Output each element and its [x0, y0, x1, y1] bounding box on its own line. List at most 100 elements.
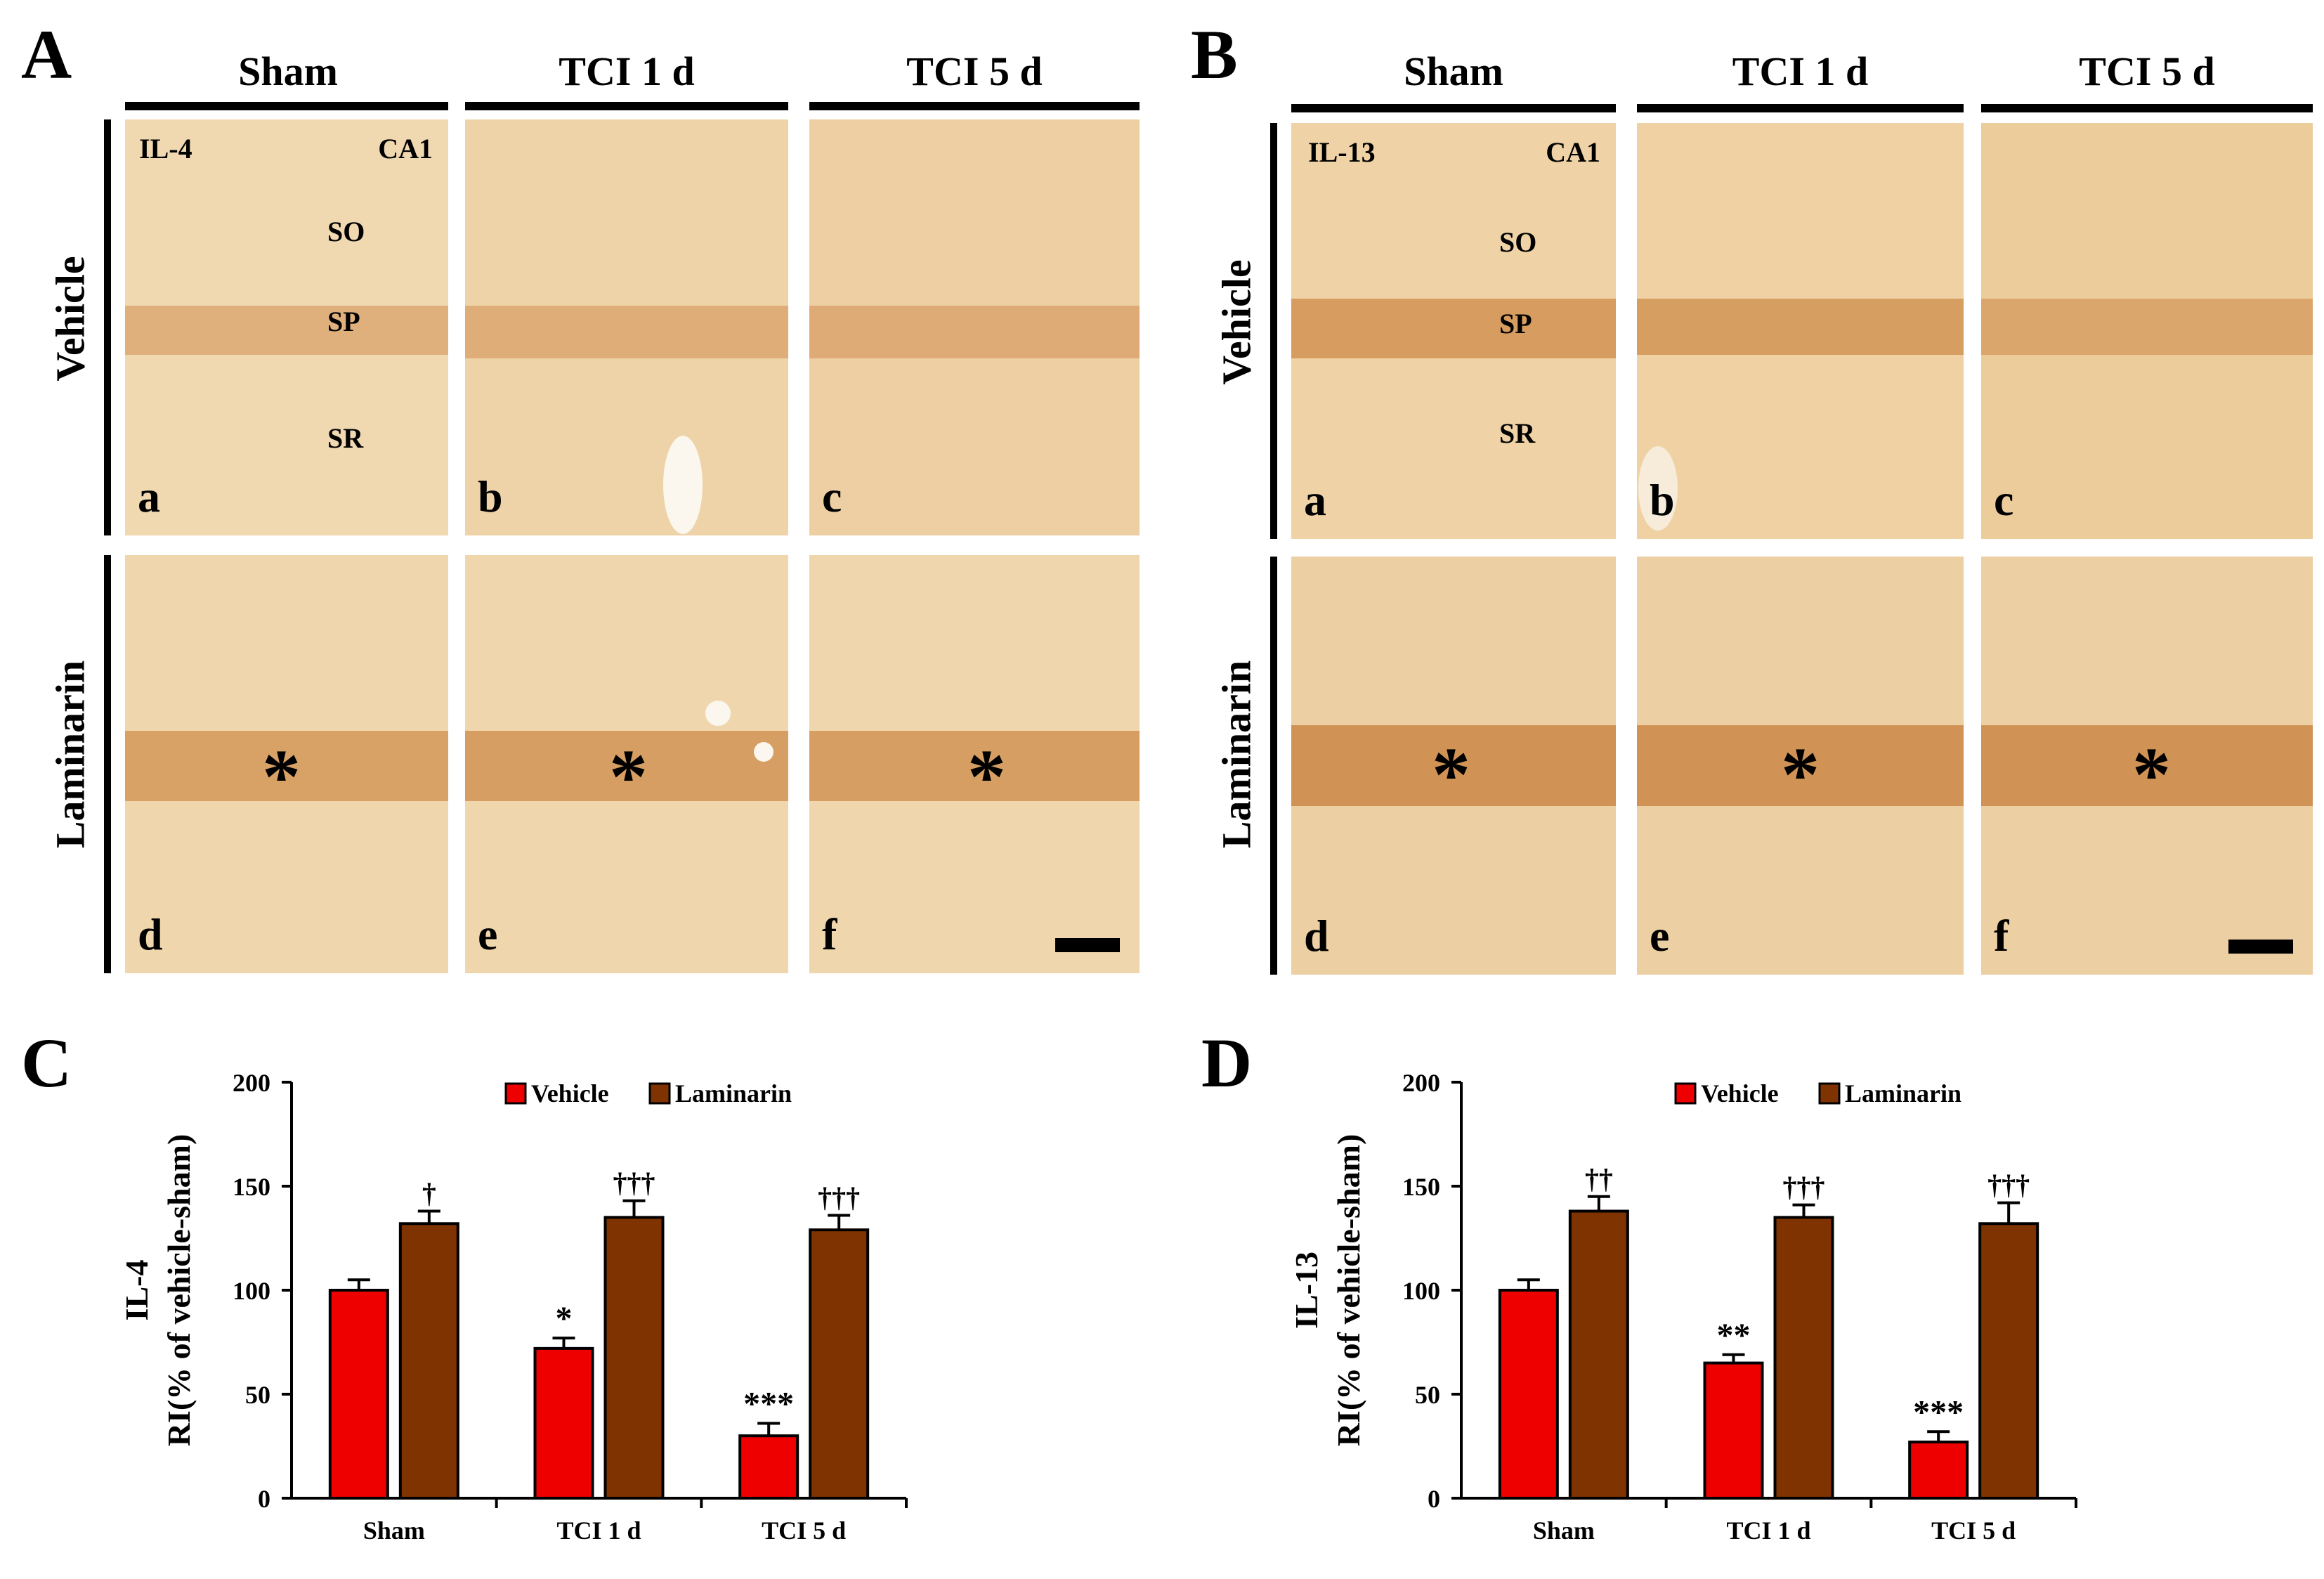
legend-swatch-vehicle	[1674, 1082, 1697, 1105]
legend-label-laminarin: Laminarin	[1845, 1079, 1961, 1107]
marker-label: IL-4	[139, 133, 192, 164]
layer-label-sr: SR	[1499, 417, 1536, 449]
x-tick-label: Sham	[1533, 1516, 1595, 1545]
column-header-tci-1d: TCI 1 d	[1732, 48, 1869, 94]
layer-label-sp: SP	[327, 306, 360, 337]
micrograph-b-vehicle-tci1d: b	[1637, 123, 1964, 539]
column-underline	[465, 102, 788, 110]
micrograph-a-laminarin-tci5d: * f	[809, 555, 1140, 973]
y-axis-title: RI(% of vehicle-sham)	[1331, 1134, 1366, 1447]
bar-chart-il13: IL-13 RI(% of vehicle-sham) 0 50 100 150 200 Sh…	[1288, 1069, 2077, 1545]
bar-laminarin-tci-1-d	[603, 1216, 665, 1500]
y-tick-label: 0	[258, 1485, 270, 1513]
y-axis-title: RI(% of vehicle-sham)	[161, 1134, 197, 1447]
tile-letter: b	[478, 472, 503, 521]
asterisk-marker: *	[609, 734, 648, 819]
layer-label-sr: SR	[327, 422, 364, 454]
column-header-tci-1d: TCI 1 d	[559, 48, 695, 94]
micrograph-a-laminarin-tci1d: * e	[465, 555, 788, 973]
y-axis-title-marker: IL-4	[119, 1260, 155, 1321]
legend-swatch-laminarin	[1818, 1082, 1841, 1105]
panel-label-c: C	[21, 1024, 72, 1102]
micrograph-b-vehicle-tci5d: c	[1981, 123, 2313, 539]
y-tick-label: 200	[1402, 1069, 1440, 1097]
column-header-tci-5d: TCI 5 d	[906, 48, 1043, 94]
y-tick-label: 100	[1402, 1277, 1440, 1305]
column-underline	[1637, 104, 1964, 112]
row-label-vehicle: Vehicle	[47, 256, 93, 382]
x-tick-label: TCI 5 d	[1931, 1516, 2016, 1545]
micrograph-a-vehicle-tci1d: b	[465, 119, 788, 535]
column-header-tci-5d: TCI 5 d	[2079, 48, 2215, 94]
tile-letter: f	[1994, 911, 2009, 961]
column-underline	[1291, 104, 1616, 112]
significance-vs-sham: *	[556, 1300, 573, 1337]
marker-label: IL-13	[1308, 136, 1376, 168]
micrograph-a-vehicle-tci5d: c	[809, 119, 1140, 535]
micrograph-a-vehicle-sham: IL-4 CA1 SO SP SR a	[125, 119, 448, 535]
legend-swatch-laminarin	[648, 1082, 671, 1105]
bar-laminarin-tci-1-d	[1773, 1216, 1834, 1500]
x-tick-label: TCI 1 d	[1726, 1516, 1810, 1545]
x-tick-label: TCI 5 d	[762, 1516, 846, 1545]
legend-swatch-vehicle	[504, 1082, 527, 1105]
tile-letter: e	[1650, 911, 1670, 961]
row-bar-laminarin	[1270, 557, 1277, 975]
micrograph-a-laminarin-sham: * d	[125, 555, 448, 973]
micrograph-b-laminarin-tci5d: * f	[1981, 557, 2313, 975]
column-underline	[125, 102, 448, 110]
tile-letter: a	[138, 472, 160, 521]
row-bar-laminarin	[104, 555, 111, 973]
legend-label-vehicle: Vehicle	[1701, 1079, 1779, 1107]
tile-letter: e	[478, 909, 498, 959]
column-underline	[809, 102, 1140, 110]
layer-label-so: SO	[1499, 226, 1537, 258]
bar-vehicle-sham	[328, 1289, 389, 1500]
column-underline	[1981, 104, 2313, 112]
row-label-laminarin: Laminarin	[1213, 660, 1260, 849]
y-tick-label: 50	[1415, 1381, 1440, 1409]
significance-vs-sham: ***	[1913, 1393, 1964, 1431]
scale-bar	[2228, 940, 2293, 954]
panel-label-b: B	[1191, 15, 1238, 93]
significance-vs-vehicle: †††	[818, 1181, 860, 1213]
bar-chart-il4: IL-4 RI(% of vehicle-sham) 0 50 100 150 200 Sha…	[119, 1069, 908, 1545]
bar-vehicle-sham	[1498, 1289, 1559, 1500]
column-header-sham: Sham	[1404, 48, 1503, 94]
region-label: CA1	[1546, 136, 1600, 168]
significance-vs-vehicle: †	[422, 1178, 436, 1209]
significance-vs-sham: **	[1717, 1317, 1751, 1354]
micrograph-b-vehicle-sham: IL-13 CA1 SO SP SR a	[1291, 123, 1616, 539]
bar-vehicle-tci-1-d	[533, 1346, 594, 1500]
significance-vs-vehicle: †††	[1987, 1169, 2030, 1201]
legend-label-vehicle: Vehicle	[531, 1079, 609, 1107]
tile-letter: c	[822, 472, 842, 521]
panel-label-a: A	[21, 15, 72, 93]
y-axis-title-marker: IL-13	[1288, 1252, 1324, 1329]
asterisk-marker: *	[2132, 732, 2171, 817]
scale-bar	[1055, 938, 1120, 952]
row-label-vehicle: Vehicle	[1213, 259, 1260, 385]
layer-label-sp: SP	[1499, 308, 1532, 339]
significance-vs-vehicle: ††	[1585, 1163, 1613, 1195]
column-header-sham: Sham	[238, 48, 338, 94]
significance-vs-sham: ***	[743, 1385, 794, 1422]
row-label-laminarin: Laminarin	[47, 660, 93, 849]
y-tick-label: 150	[1402, 1173, 1440, 1201]
row-bar-vehicle	[104, 119, 111, 535]
legend-label-laminarin: Laminarin	[675, 1079, 792, 1107]
asterisk-marker: *	[1432, 732, 1470, 817]
y-tick-label: 200	[233, 1069, 270, 1097]
asterisk-marker: *	[1781, 732, 1820, 817]
bar-vehicle-tci-5-d	[738, 1434, 799, 1500]
bar-laminarin-tci-5-d	[1978, 1222, 2039, 1500]
layer-label-so: SO	[327, 216, 365, 247]
y-tick-label: 150	[233, 1173, 270, 1201]
significance-vs-vehicle: †††	[613, 1167, 655, 1199]
bar-vehicle-tci-5-d	[1908, 1441, 1969, 1500]
x-tick-label: Sham	[363, 1516, 425, 1545]
bar-laminarin-sham	[1568, 1209, 1629, 1500]
micrograph-b-laminarin-tci1d: * e	[1637, 557, 1964, 975]
row-bar-vehicle	[1270, 123, 1277, 539]
micrograph-b-laminarin-sham: * d	[1291, 557, 1616, 975]
